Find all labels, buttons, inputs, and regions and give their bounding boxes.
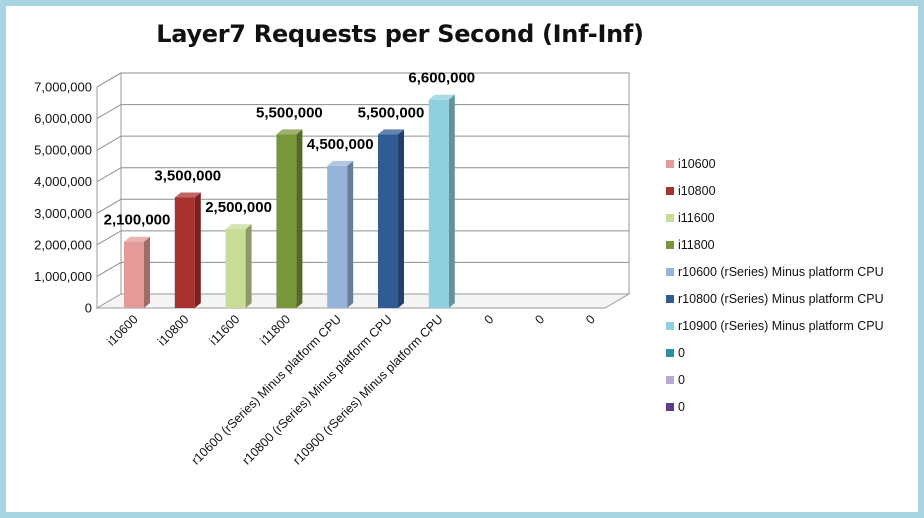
bar-top (174, 192, 201, 198)
legend-swatch (666, 240, 674, 249)
chart-legend: i10600 i10800 i11600 i11800 r10600 (rSeries)… (666, 150, 916, 420)
legend-swatch (666, 294, 674, 303)
gridline (96, 261, 629, 277)
legend-label: i11800 (678, 237, 715, 252)
data-label: 5,500,000 (358, 104, 425, 121)
chart-title: Layer7 Requests per Second (Inf-Inf) (156, 20, 644, 48)
bar-side (398, 129, 404, 308)
data-label: 4,500,000 (307, 136, 374, 153)
bar-side (144, 236, 150, 308)
legend-swatch (666, 186, 674, 195)
legend-item: r10800 (rSeries) Minus platform CPU (666, 285, 916, 312)
bar-top (124, 236, 150, 242)
bar (276, 134, 297, 308)
x-tick-label: i10600 (104, 312, 140, 348)
y-tick-label: 2,000,000 (34, 237, 92, 252)
x-tick-label: 0 (532, 312, 547, 327)
y-tick-label: 6,000,000 (34, 111, 92, 126)
legend-swatch (666, 213, 674, 222)
legend-label: 0 (678, 399, 685, 414)
bar-top (327, 160, 354, 166)
legend-swatch (666, 348, 674, 357)
x-tick-label: i11600 (207, 312, 243, 348)
bar (428, 99, 449, 308)
bar-side (194, 192, 201, 308)
legend-label: r10800 (rSeries) Minus platform CPU (678, 291, 884, 306)
legend-item: 0 (666, 339, 916, 366)
gridline (96, 72, 629, 88)
gridline (96, 230, 629, 246)
legend-swatch (666, 267, 674, 276)
bar-top (225, 224, 252, 230)
legend-item: 0 (666, 366, 916, 393)
legend-item: 0 (666, 393, 916, 420)
legend-item: i10600 (666, 150, 916, 177)
legend-item: i10800 (666, 177, 916, 204)
y-tick-label: 3,000,000 (34, 206, 92, 221)
legend-swatch (666, 402, 674, 411)
legend-item: r10900 (rSeries) Minus platform CPU (666, 312, 916, 339)
legend-item: r10600 (rSeries) Minus platform CPU (666, 258, 916, 285)
y-tick-label: 7,000,000 (34, 80, 92, 95)
legend-label: r10600 (rSeries) Minus platform CPU (678, 264, 884, 279)
gridline (96, 167, 629, 183)
legend-swatch (666, 375, 674, 384)
legend-item: i11600 (666, 204, 916, 231)
legend-swatch (666, 159, 674, 168)
x-tick-label: i11800 (257, 312, 293, 348)
bar-side (448, 94, 455, 308)
legend-label: i10600 (678, 156, 716, 171)
legend-label: r10900 (rSeries) Minus platform CPU (678, 318, 884, 333)
x-tick-label: 0 (583, 312, 598, 327)
legend-label: i11600 (678, 210, 715, 225)
bar-side (347, 160, 354, 308)
y-tick-label: 0 (85, 301, 92, 316)
bar-side (296, 129, 303, 308)
gridline (96, 198, 629, 214)
bar (327, 165, 348, 308)
data-label: 5,500,000 (256, 104, 323, 121)
data-label: 2,500,000 (205, 199, 272, 216)
legend-item: i11800 (666, 231, 916, 258)
y-tick-label: 5,000,000 (34, 143, 92, 158)
bar-top (276, 129, 303, 135)
bar-top (378, 129, 404, 135)
side-wall (96, 72, 122, 309)
y-tick-label: 4,000,000 (34, 174, 92, 189)
bar-top (428, 94, 455, 100)
bar-side (245, 224, 252, 308)
bar (225, 229, 246, 308)
data-label: 2,100,000 (104, 212, 171, 229)
legend-label: 0 (678, 345, 685, 360)
bar (378, 134, 398, 308)
gridline (96, 135, 629, 151)
gridline (96, 104, 629, 120)
data-label: 3,500,000 (154, 168, 221, 185)
data-label: 6,600,000 (408, 70, 475, 87)
bar (124, 241, 144, 308)
x-tick-label: 0 (482, 312, 497, 327)
x-tick-label: i10800 (155, 312, 191, 348)
y-tick-label: 1,000,000 (34, 269, 92, 284)
legend-label: 0 (678, 372, 685, 387)
bar (174, 197, 195, 308)
legend-label: i10800 (678, 183, 716, 198)
bar-chart-plot: 0 1,000,000 2,000,000 3,000,000 4,000,000 5,0… (34, 70, 631, 468)
legend-swatch (666, 321, 674, 330)
